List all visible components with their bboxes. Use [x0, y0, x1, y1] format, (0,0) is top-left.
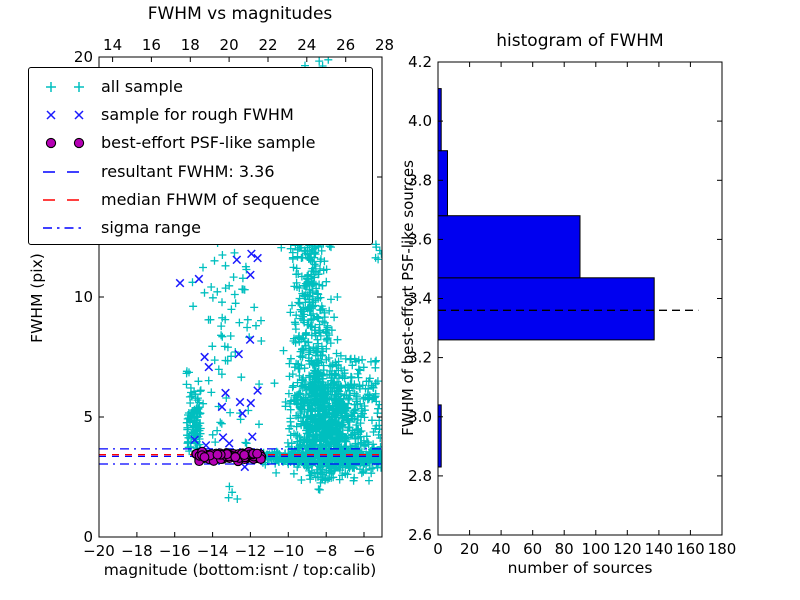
- right-axes: 0 20 40 60 80 100 120 140 160 180 2.6 2.8 3.0 3.2 3.4 3…: [408, 53, 736, 558]
- right-plot-title: histogram of FWHM: [496, 31, 664, 51]
- y-tick-label: 2.8: [408, 467, 432, 485]
- x-tick-label: −6: [353, 542, 375, 560]
- legend-x-marker-icon: [46, 110, 84, 120]
- psf-sample-points: [191, 446, 267, 467]
- legend-entry: resultant FWHM: 3.36: [29, 158, 372, 186]
- legend-entry: sigma range: [29, 214, 372, 242]
- all-sample-points: [371, 240, 382, 264]
- left-xaxis-label: magnitude (bottom:isnt / top:calib): [103, 561, 377, 579]
- y-tick-label: 3.0: [408, 408, 432, 426]
- all-sample-points: [217, 313, 236, 379]
- circle-marker-icon: [45, 138, 57, 149]
- x-tick-label: −12: [235, 542, 267, 560]
- top-tick-label: 26: [336, 36, 355, 54]
- y-tick-label: 0: [83, 528, 93, 546]
- top-tick-label: 22: [258, 36, 277, 54]
- y-tick-label: 3.6: [408, 230, 432, 248]
- top-tick-label: 14: [103, 36, 122, 54]
- x-tick-label: 0: [433, 540, 443, 558]
- legend-entry-label: sigma range: [101, 218, 201, 238]
- x-marker-icon: [46, 110, 56, 120]
- legend-entry-label: sample for rough FWHM: [101, 105, 294, 125]
- psf-sample-point: [212, 449, 223, 460]
- legend-dashdot-marker-icon: [43, 227, 81, 229]
- legend-entry: best-effort PSF-like sample: [29, 129, 372, 157]
- legend-entry-label: best-effort PSF-like sample: [101, 133, 316, 153]
- legend-entry: all sample: [29, 73, 372, 101]
- legend-circle-marker-icon: [45, 138, 85, 149]
- right-xaxis-label: number of sources: [507, 559, 653, 577]
- psf-sample-point: [252, 448, 263, 459]
- y-tick-label: 10: [74, 288, 93, 306]
- histogram-bar: [437, 277, 655, 341]
- x-tick-label: −18: [121, 542, 153, 560]
- all-sample-points: [188, 261, 234, 324]
- left-plot-title: FWHM vs magnitudes: [147, 4, 333, 24]
- legend-entry: median FHWM of sequence: [29, 186, 372, 214]
- y-tick-label: 20: [74, 48, 93, 66]
- x-tick-label: 140: [645, 540, 674, 558]
- y-tick-label: 5: [83, 408, 93, 426]
- x-tick-label: 160: [676, 540, 705, 558]
- histogram-bar: [437, 150, 448, 217]
- legend-box: all sample sample for rough FWHM best-effo…: [28, 67, 373, 245]
- x-tick-label: 80: [555, 540, 574, 558]
- x-tick-label: −20: [83, 542, 115, 560]
- y-tick-label: 3.4: [408, 290, 432, 308]
- top-tick-label: 18: [181, 36, 200, 54]
- x-tick-label: 40: [492, 540, 511, 558]
- top-tick-label: 16: [142, 36, 161, 54]
- x-tick-label: −14: [197, 542, 229, 560]
- histogram-bars: [437, 88, 655, 468]
- legend-dashed-marker-icon: [43, 199, 85, 201]
- plus-marker-icon: [46, 82, 56, 93]
- x-tick-label: −8: [315, 542, 337, 560]
- all-sample-points: [182, 367, 205, 456]
- x-tick-label: 120: [613, 540, 642, 558]
- y-tick-label: 4.2: [408, 53, 432, 71]
- all-sample-points: [199, 239, 266, 448]
- all-sample-points: [351, 355, 382, 455]
- left-axes: −20 −18 −16 −14 −12 −10 −8 −6 14 16 18 20 22 24 26 28 0 5…: [74, 36, 394, 560]
- plus-marker-icon: [74, 82, 84, 93]
- x-tick-label: 100: [581, 540, 610, 558]
- x-tick-label: 20: [460, 540, 479, 558]
- legend-entry-label: median FHWM of sequence: [101, 189, 320, 209]
- all-sample-points: [224, 482, 242, 503]
- y-tick-label: 3.8: [408, 171, 432, 189]
- top-tick-label: 20: [220, 36, 239, 54]
- y-tick-label: 2.6: [408, 526, 432, 544]
- legend-entry-label: all sample: [101, 77, 183, 97]
- legend-dashed-marker-icon: [43, 170, 85, 173]
- x-tick-label: 60: [523, 540, 542, 558]
- x-tick-label: −10: [272, 542, 304, 560]
- x-tick-label: −16: [159, 542, 191, 560]
- y-tick-label: 3.2: [408, 349, 432, 367]
- histogram-bar: [437, 215, 581, 279]
- legend-entry: sample for rough FWHM: [29, 101, 372, 129]
- legend-entry-label: resultant FWHM: 3.36: [101, 161, 275, 181]
- circle-marker-icon: [73, 138, 85, 149]
- top-tick-label: 24: [297, 36, 316, 54]
- psf-sample-point: [199, 452, 210, 463]
- all-sample-points: [316, 461, 382, 485]
- all-sample-points: [314, 478, 325, 494]
- x-tick-label: 180: [708, 540, 737, 558]
- psf-sample-point: [239, 450, 250, 460]
- right-yaxis-label: FWHM of best-effort PSF-like sources: [399, 160, 417, 436]
- psf-sample-point: [230, 452, 241, 463]
- top-tick-label: 28: [375, 36, 394, 54]
- y-tick-label: 4.0: [408, 112, 432, 130]
- x-marker-icon: [74, 110, 84, 120]
- legend-plus-marker-icon: [46, 82, 84, 93]
